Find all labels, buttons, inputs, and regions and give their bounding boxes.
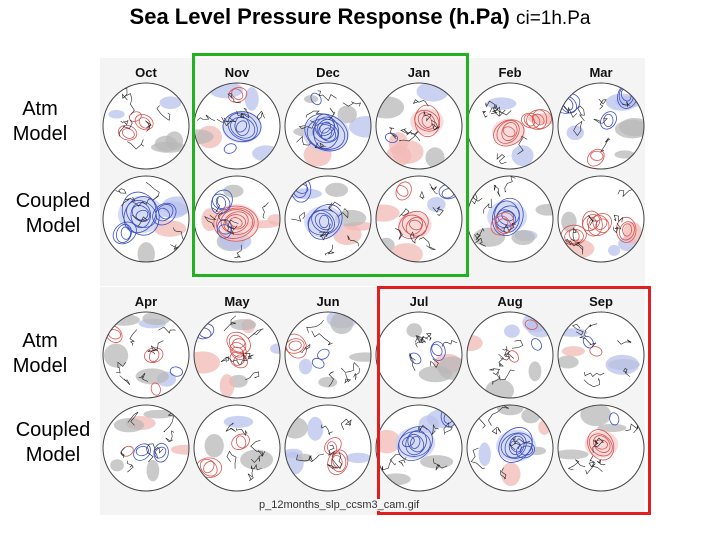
row-label-line: Atm xyxy=(22,98,58,120)
polar-map-plot xyxy=(193,311,281,399)
row-label-atm-top: Atm Model xyxy=(0,97,90,147)
map-dec-atm xyxy=(282,80,374,172)
polar-map-plot xyxy=(375,404,463,492)
polar-map-plot xyxy=(284,175,372,263)
map-mar-coupled xyxy=(555,173,647,265)
contour-interval: ci=1h.Pa xyxy=(515,8,591,29)
month-label-apr: Apr xyxy=(134,294,158,309)
source-filename: p_12months_slp_ccsm3_cam.gif xyxy=(257,499,422,511)
month-label-may: May xyxy=(224,294,250,309)
month-label-nov: Nov xyxy=(224,65,250,80)
map-aug-coupled xyxy=(464,402,556,494)
map-nov-coupled xyxy=(191,173,283,265)
polar-map-plot xyxy=(102,404,190,492)
month-label-oct: Oct xyxy=(135,65,157,80)
row-label-atm-bottom: Atm Model xyxy=(0,329,90,379)
month-label-jan: Jan xyxy=(407,65,431,80)
map-oct-atm xyxy=(100,80,192,172)
month-label-aug: Aug xyxy=(497,294,523,309)
polar-map-plot xyxy=(466,311,554,399)
map-jan-atm xyxy=(373,80,465,172)
title-main: Sea Level Pressure Response (h.Pa) xyxy=(129,4,510,29)
polar-map-plot xyxy=(375,82,463,170)
row-label-line: Model xyxy=(25,444,81,466)
map-jul-coupled xyxy=(373,402,465,494)
month-label-dec: Dec xyxy=(316,65,340,80)
polar-map-plot xyxy=(375,311,463,399)
polar-map-plot xyxy=(557,82,645,170)
figure-title: Sea Level Pressure Response (h.Pa) ci=1h… xyxy=(0,4,720,30)
map-jun-coupled xyxy=(282,402,374,494)
polar-map-plot xyxy=(466,82,554,170)
polar-map-plot xyxy=(466,404,554,492)
map-mar-atm xyxy=(555,80,647,172)
polar-map-plot xyxy=(557,311,645,399)
polar-map-plot xyxy=(284,311,372,399)
month-label-jul: Jul xyxy=(409,294,429,309)
map-jan-coupled xyxy=(373,173,465,265)
row-label-coupled-top: Coupled Model xyxy=(3,189,103,239)
polar-map-plot xyxy=(557,175,645,263)
highlight-box-jul-sep xyxy=(377,286,651,515)
row-label-line: Atm xyxy=(22,330,58,352)
map-feb-atm xyxy=(464,80,556,172)
panel-oct-mar: Oct Nov Dec Jan Feb Mar xyxy=(100,58,645,286)
polar-map-plot xyxy=(102,82,190,170)
polar-map-plot xyxy=(284,82,372,170)
map-may-coupled xyxy=(191,402,283,494)
polar-map-plot xyxy=(375,175,463,263)
map-may-atm xyxy=(191,309,283,401)
map-apr-atm xyxy=(100,309,192,401)
polar-map-plot xyxy=(102,311,190,399)
map-dec-coupled xyxy=(282,173,374,265)
row-label-coupled-bottom: Coupled Model xyxy=(3,418,103,468)
row-label-line: Model xyxy=(12,355,68,377)
map-aug-atm xyxy=(464,309,556,401)
map-sep-coupled xyxy=(555,402,647,494)
highlight-box-nov-jan xyxy=(192,53,469,277)
map-oct-coupled xyxy=(100,173,192,265)
polar-map-plot xyxy=(193,82,281,170)
month-label-mar: Mar xyxy=(589,65,613,80)
polar-map-plot xyxy=(557,404,645,492)
row-label-line: Model xyxy=(25,215,81,237)
map-jul-atm xyxy=(373,309,465,401)
polar-map-plot xyxy=(193,175,281,263)
map-jun-atm xyxy=(282,309,374,401)
row-label-line: Coupled xyxy=(15,419,91,441)
panel-apr-sep: Apr May Jun Jul Aug Sep xyxy=(100,287,645,515)
map-sep-atm xyxy=(555,309,647,401)
map-apr-coupled xyxy=(100,402,192,494)
map-nov-atm xyxy=(191,80,283,172)
row-label-line: Coupled xyxy=(15,190,91,212)
month-label-jun: Jun xyxy=(316,294,340,309)
polar-map-plot xyxy=(102,175,190,263)
month-label-sep: Sep xyxy=(589,294,613,309)
row-label-line: Model xyxy=(12,123,68,145)
polar-map-plot xyxy=(466,175,554,263)
polar-map-plot xyxy=(284,404,372,492)
map-feb-coupled xyxy=(464,173,556,265)
month-label-feb: Feb xyxy=(498,65,522,80)
polar-map-plot xyxy=(193,404,281,492)
